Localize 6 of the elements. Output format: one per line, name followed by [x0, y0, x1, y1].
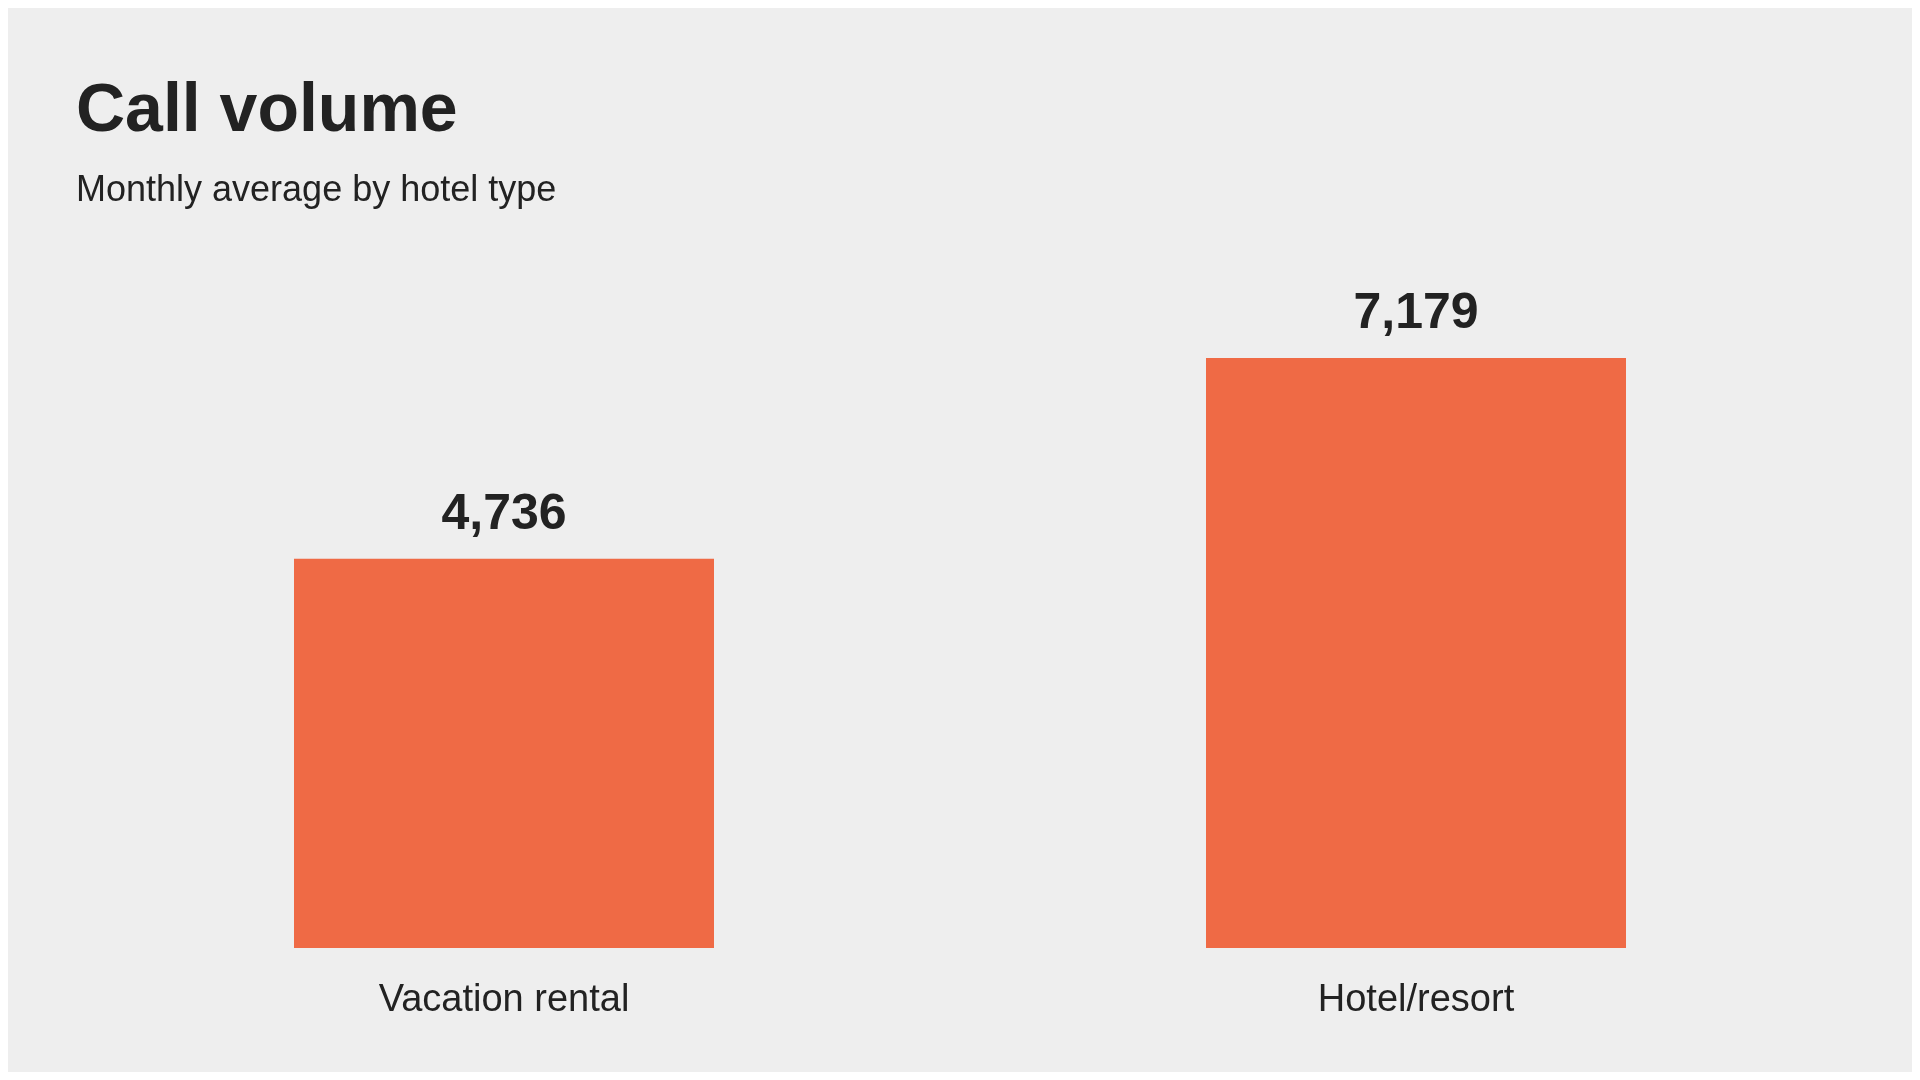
data-label: 7,179	[1353, 283, 1479, 339]
chart-subtitle: Monthly average by hotel type	[76, 168, 557, 210]
x-tick-label: Hotel/resort	[1317, 976, 1515, 1019]
data-label: 4,736	[441, 483, 567, 540]
x-tick-label: Vacation rental	[378, 976, 630, 1019]
chart-title: Call volume	[76, 68, 458, 146]
